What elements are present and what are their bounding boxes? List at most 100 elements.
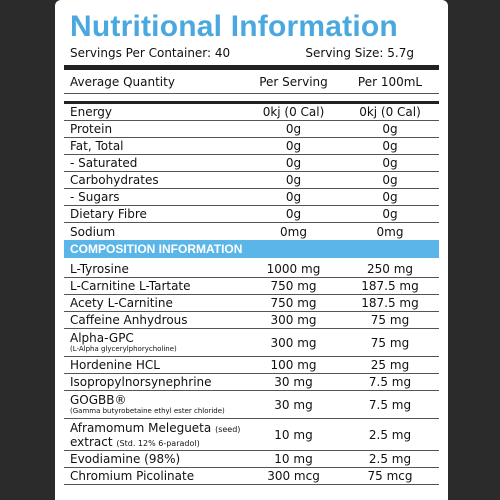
row-name: Protein xyxy=(70,122,113,136)
row-name-cell: Isopropylnorsynephrine xyxy=(64,375,246,389)
table-row: Chromium Picolinate 300 mcg 75 mcg xyxy=(64,468,439,485)
row-name-cell: Sodium xyxy=(64,225,246,239)
per-100ml-value: 75 mg xyxy=(370,313,410,327)
row-name: Alpha-GPC xyxy=(70,331,134,345)
row-name-cell: Protein xyxy=(64,122,246,136)
table-row: Evodiamine (98%) 10 mg 2.5 mg xyxy=(64,451,439,468)
column-header-per-serving: Per Serving xyxy=(259,74,328,89)
table-row: Protein 0g 0g xyxy=(64,121,439,138)
row-name: - Saturated xyxy=(70,156,138,170)
row-name-cell: Aframomum Melegueta (seed) extract (Std. … xyxy=(64,421,246,449)
table-row: L-Tyrosine 1000 mg 250 mg xyxy=(64,261,439,278)
table-row: Alpha-GPC (L-Alpha glycerylphorycholine) 3… xyxy=(64,329,439,357)
per-serving-value: 30 mg xyxy=(274,375,313,389)
nutrition-panel: Nutritional Information Servings Per Con… xyxy=(55,0,448,500)
panel-title: Nutritional Information xyxy=(70,10,398,43)
table-row: Fat, Total 0g 0g xyxy=(64,138,439,155)
per-serving-value: 0mg xyxy=(280,224,307,239)
per-100ml-value: 187.5 mg xyxy=(361,279,419,293)
table-row: Carbohydrates 0g 0g xyxy=(64,172,439,189)
row-name-cell: Caffeine Anhydrous xyxy=(64,313,246,327)
row-name: Fat, Total xyxy=(70,139,124,153)
table-row: Energy 0kj (0 Cal) 0kj (0 Cal) xyxy=(64,104,439,121)
per-serving-value: 0g xyxy=(285,207,302,221)
per-100ml-value: 0g xyxy=(382,190,398,204)
per-serving-value: 0kj (0 Cal) xyxy=(262,105,325,119)
row-name: Acety L-Carnitine xyxy=(70,296,173,310)
row-name: - Sugars xyxy=(70,190,120,204)
per-serving-value: 100 mg xyxy=(270,358,317,372)
row-name-continued: extract xyxy=(70,434,113,449)
row-name: Chromium Picolinate xyxy=(70,469,195,483)
per-serving-value: 750 mg xyxy=(270,296,317,310)
per-serving-value: 0g xyxy=(285,190,302,204)
table-row: Isopropylnorsynephrine 30 mg 7.5 mg xyxy=(64,374,439,391)
per-serving-value: 10 mg xyxy=(274,452,313,466)
per-serving-value: 300 mg xyxy=(270,335,317,350)
per-serving-value: 300 mcg xyxy=(267,469,320,483)
per-100ml-value: 2.5 mg xyxy=(368,452,412,466)
table-row: L-Carnitine L-Tartate 750 mg 187.5 mg xyxy=(64,278,439,295)
per-serving-value: 0g xyxy=(285,139,302,153)
row-name-cell: Dietary Fibre xyxy=(64,207,246,221)
row-name-cell: Alpha-GPC (L-Alpha glycerylphorycholine) xyxy=(64,331,246,354)
spacer xyxy=(64,94,439,101)
per-100ml-value: 0g xyxy=(382,207,398,221)
per-100ml-value: 0g xyxy=(382,139,398,153)
column-header-name: Average Quantity xyxy=(70,74,175,89)
per-serving-value: 0g xyxy=(285,122,302,136)
per-serving-value: 300 mg xyxy=(270,313,317,327)
row-name-cell: - Saturated xyxy=(64,156,246,170)
row-name-cell: GOGBB® (Gamma butyrobetaine ethyl ester c… xyxy=(64,393,246,416)
row-name-note: (seed) xyxy=(215,424,241,434)
row-name-cell: Acety L-Carnitine xyxy=(64,296,246,310)
row-name: GOGBB® xyxy=(70,393,127,407)
table-row: Caffeine Anhydrous 300 mg 75 mg xyxy=(64,312,439,329)
row-name: Hordenine HCL xyxy=(70,358,160,372)
column-header-per-100ml: Per 100mL xyxy=(357,74,423,89)
row-name: Caffeine Anhydrous xyxy=(70,313,188,327)
row-subtitle: (Gamma butyrobetaine ethyl ester chlorid… xyxy=(70,407,225,415)
table-row: Hordenine HCL 100 mg 25 mg xyxy=(64,357,439,374)
row-name: L-Tyrosine xyxy=(70,262,129,276)
per-100ml-value: 0mg xyxy=(376,224,404,239)
table-row: Dietary Fibre 0g 0g xyxy=(64,206,439,223)
per-100ml-value: 2.5 mg xyxy=(368,427,412,442)
column-header-row: Average Quantity Per Serving Per 100mL xyxy=(64,70,439,94)
table-row: - Sugars 0g 0g xyxy=(64,189,439,206)
row-name-cell: Energy xyxy=(64,105,246,119)
per-100ml-value: 75 mcg xyxy=(367,469,413,483)
row-name-cell: Evodiamine (98%) xyxy=(64,452,246,466)
row-name-cell: Carbohydrates xyxy=(64,173,246,187)
row-name: Aframomum Melegueta xyxy=(70,420,212,435)
per-serving-value: 0g xyxy=(285,173,302,187)
per-serving-value: 0g xyxy=(285,156,302,170)
row-name: Isopropylnorsynephrine xyxy=(70,375,212,389)
row-name: Sodium xyxy=(70,224,116,239)
row-subtitle: (Std. 12% 6-paradol) xyxy=(116,438,200,448)
per-100ml-value: 25 mg xyxy=(370,358,410,372)
row-name: Dietary Fibre xyxy=(70,207,147,221)
per-serving-value: 10 mg xyxy=(274,427,313,442)
row-name-cell: Fat, Total xyxy=(64,139,246,153)
table-row: - Saturated 0g 0g xyxy=(64,155,439,172)
composition-section-header: COMPOSITION INFORMATION xyxy=(64,240,439,258)
row-name: Energy xyxy=(70,105,113,119)
per-100ml-value: 7.5 mg xyxy=(368,397,412,412)
per-100ml-value: 0g xyxy=(382,156,398,170)
row-name: Carbohydrates xyxy=(70,173,159,187)
per-100ml-value: 0g xyxy=(382,173,398,187)
per-100ml-value: 7.5 mg xyxy=(368,375,412,389)
table-row: GOGBB® (Gamma butyrobetaine ethyl ester c… xyxy=(64,391,439,419)
table-row: Aframomum Melegueta (seed) extract (Std. … xyxy=(64,419,439,451)
per-100ml-value: 250 mg xyxy=(366,262,414,276)
per-100ml-value: 0g xyxy=(382,122,398,136)
per-100ml-value: 187.5 mg xyxy=(361,296,419,310)
divider xyxy=(64,101,439,104)
row-name: L-Carnitine L-Tartate xyxy=(70,279,191,293)
serving-size: Serving Size: 5.7g xyxy=(305,46,414,60)
servings-line: Servings Per Container: 40 Serving Size:… xyxy=(64,44,439,62)
table-row: Sodium 0mg 0mg xyxy=(64,223,439,240)
servings-per-container: Servings Per Container: 40 xyxy=(70,46,231,60)
table-row: Acety L-Carnitine 750 mg 187.5 mg xyxy=(64,295,439,312)
